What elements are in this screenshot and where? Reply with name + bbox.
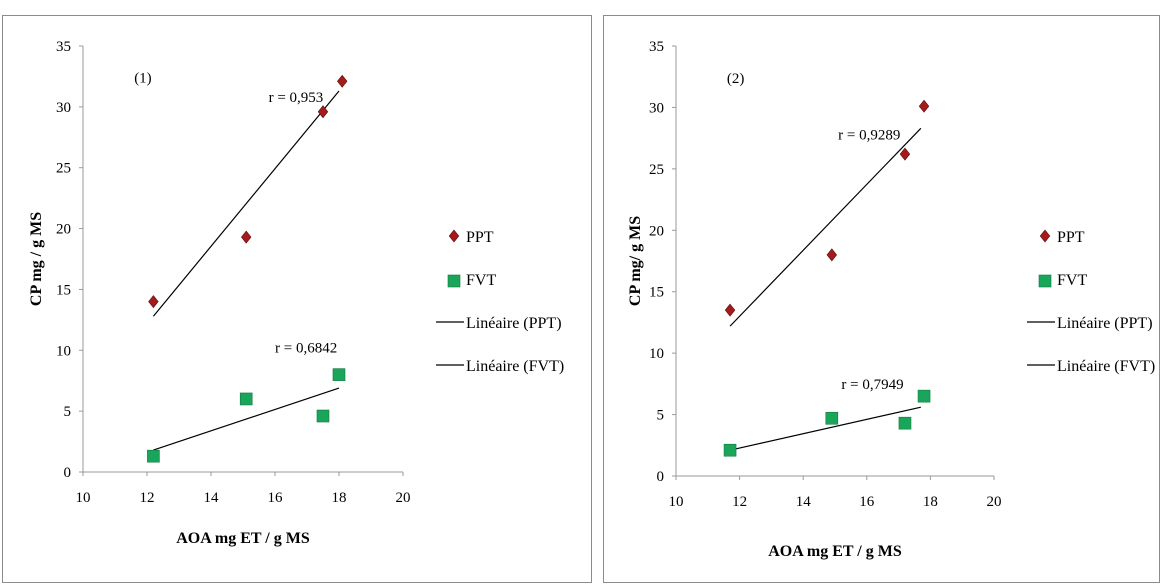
x-tick-label: 16: [268, 490, 284, 506]
y-tick-label: 10: [649, 346, 664, 362]
y-tick-label: 30: [649, 100, 664, 116]
legend-fvt-marker: [447, 274, 461, 288]
y-tick-label: 5: [64, 404, 72, 420]
legend-ppt-marker: [1039, 229, 1051, 243]
legend-entry: Linéaire (PPT): [466, 315, 562, 332]
x-tick-label: 14: [204, 490, 220, 506]
trendline-fvt: [153, 387, 340, 451]
x-tick-label: 10: [669, 494, 684, 510]
fvt-point: [825, 411, 839, 425]
ppt-point: [724, 303, 736, 317]
ppt-point: [899, 147, 911, 161]
x-tick-label: 20: [987, 494, 1002, 510]
fvt-point: [147, 449, 160, 463]
legend-entry: PPT: [466, 229, 494, 246]
r-label-ppt: r = 0,9289: [838, 127, 900, 143]
y-tick-label: 10: [56, 343, 71, 359]
x-tick-label: 20: [396, 490, 411, 506]
y-axis-title: CP mg / g MS: [28, 212, 45, 306]
ppt-point: [826, 248, 838, 262]
fvt-point: [332, 368, 346, 381]
legend-ppt-marker: [448, 229, 460, 243]
chart-2-svg: 0 5 10 15 20 25 30 35 10 12 14 16 18 20 AOA mg ET / g …: [627, 39, 1155, 560]
ppt-point: [148, 295, 159, 309]
trendline-fvt: [729, 406, 921, 451]
x-tick-label: 16: [859, 494, 875, 510]
x-tick-label: 10: [76, 490, 91, 506]
y-tick-label: 20: [649, 223, 664, 239]
fvt-point: [898, 416, 912, 430]
y-tick-label: 35: [56, 39, 71, 55]
y-axis-title: CP mg/ g MS: [627, 216, 644, 306]
ppt-point: [241, 230, 252, 244]
x-axis-title: AOA mg ET / g MS: [176, 530, 310, 547]
y-tick-label: 15: [56, 282, 71, 298]
y-tick-label: 0: [64, 465, 72, 481]
legend-entry: Linéaire (PPT): [1057, 315, 1153, 332]
x-tick-label: 14: [796, 494, 812, 510]
r-label-fvt: r = 0,7949: [841, 377, 903, 393]
r-label-fvt: r = 0,6842: [275, 341, 337, 357]
chart-panel-1: 0 5 10 15 20 25 30 35 10 12 14 16 18 20 AOA mg ET / g …: [2, 15, 592, 583]
r-label-ppt: r = 0,953: [269, 90, 324, 106]
y-tick-label: 30: [56, 100, 71, 116]
fvt-point: [917, 389, 931, 403]
y-tick-label: 35: [649, 39, 664, 55]
chart-panel-2: 0 5 10 15 20 25 30 35 10 12 14 16 18 20 AOA mg ET / g …: [603, 15, 1160, 583]
y-tick-label: 15: [649, 285, 664, 301]
x-tick-label: 18: [923, 494, 938, 510]
y-tick-label: 20: [56, 222, 71, 238]
legend-entry: Linéaire (FVT): [1057, 358, 1155, 375]
fvt-point: [723, 443, 737, 457]
legend-entry: FVT: [466, 272, 496, 289]
legend-entry: FVT: [1057, 272, 1087, 289]
x-axis-title: AOA mg ET / g MS: [768, 543, 902, 560]
y-tick-label: 0: [657, 469, 665, 485]
trendline-ppt: [152, 90, 340, 317]
legend-entry: PPT: [1057, 229, 1085, 246]
trendline-ppt: [729, 127, 922, 327]
x-tick-label: 12: [140, 490, 155, 506]
legend-fvt-marker: [1038, 274, 1052, 288]
x-tick-label: 12: [732, 494, 747, 510]
legend-entry: Linéaire (FVT): [466, 358, 564, 375]
fvt-point: [316, 409, 330, 423]
y-tick-label: 25: [56, 161, 71, 177]
fvt-point: [239, 392, 253, 406]
ppt-point: [317, 105, 329, 119]
y-tick-label: 25: [649, 162, 664, 178]
y-tick-label: 5: [657, 408, 665, 424]
x-tick-label: 18: [332, 490, 347, 506]
panel-label: (2): [727, 71, 745, 87]
ppt-point: [337, 74, 348, 88]
panel-label: (1): [134, 71, 152, 87]
chart-1-svg: 0 5 10 15 20 25 30 35 10 12 14 16 18 20 AOA mg ET / g …: [28, 39, 564, 547]
ppt-point: [918, 99, 930, 113]
